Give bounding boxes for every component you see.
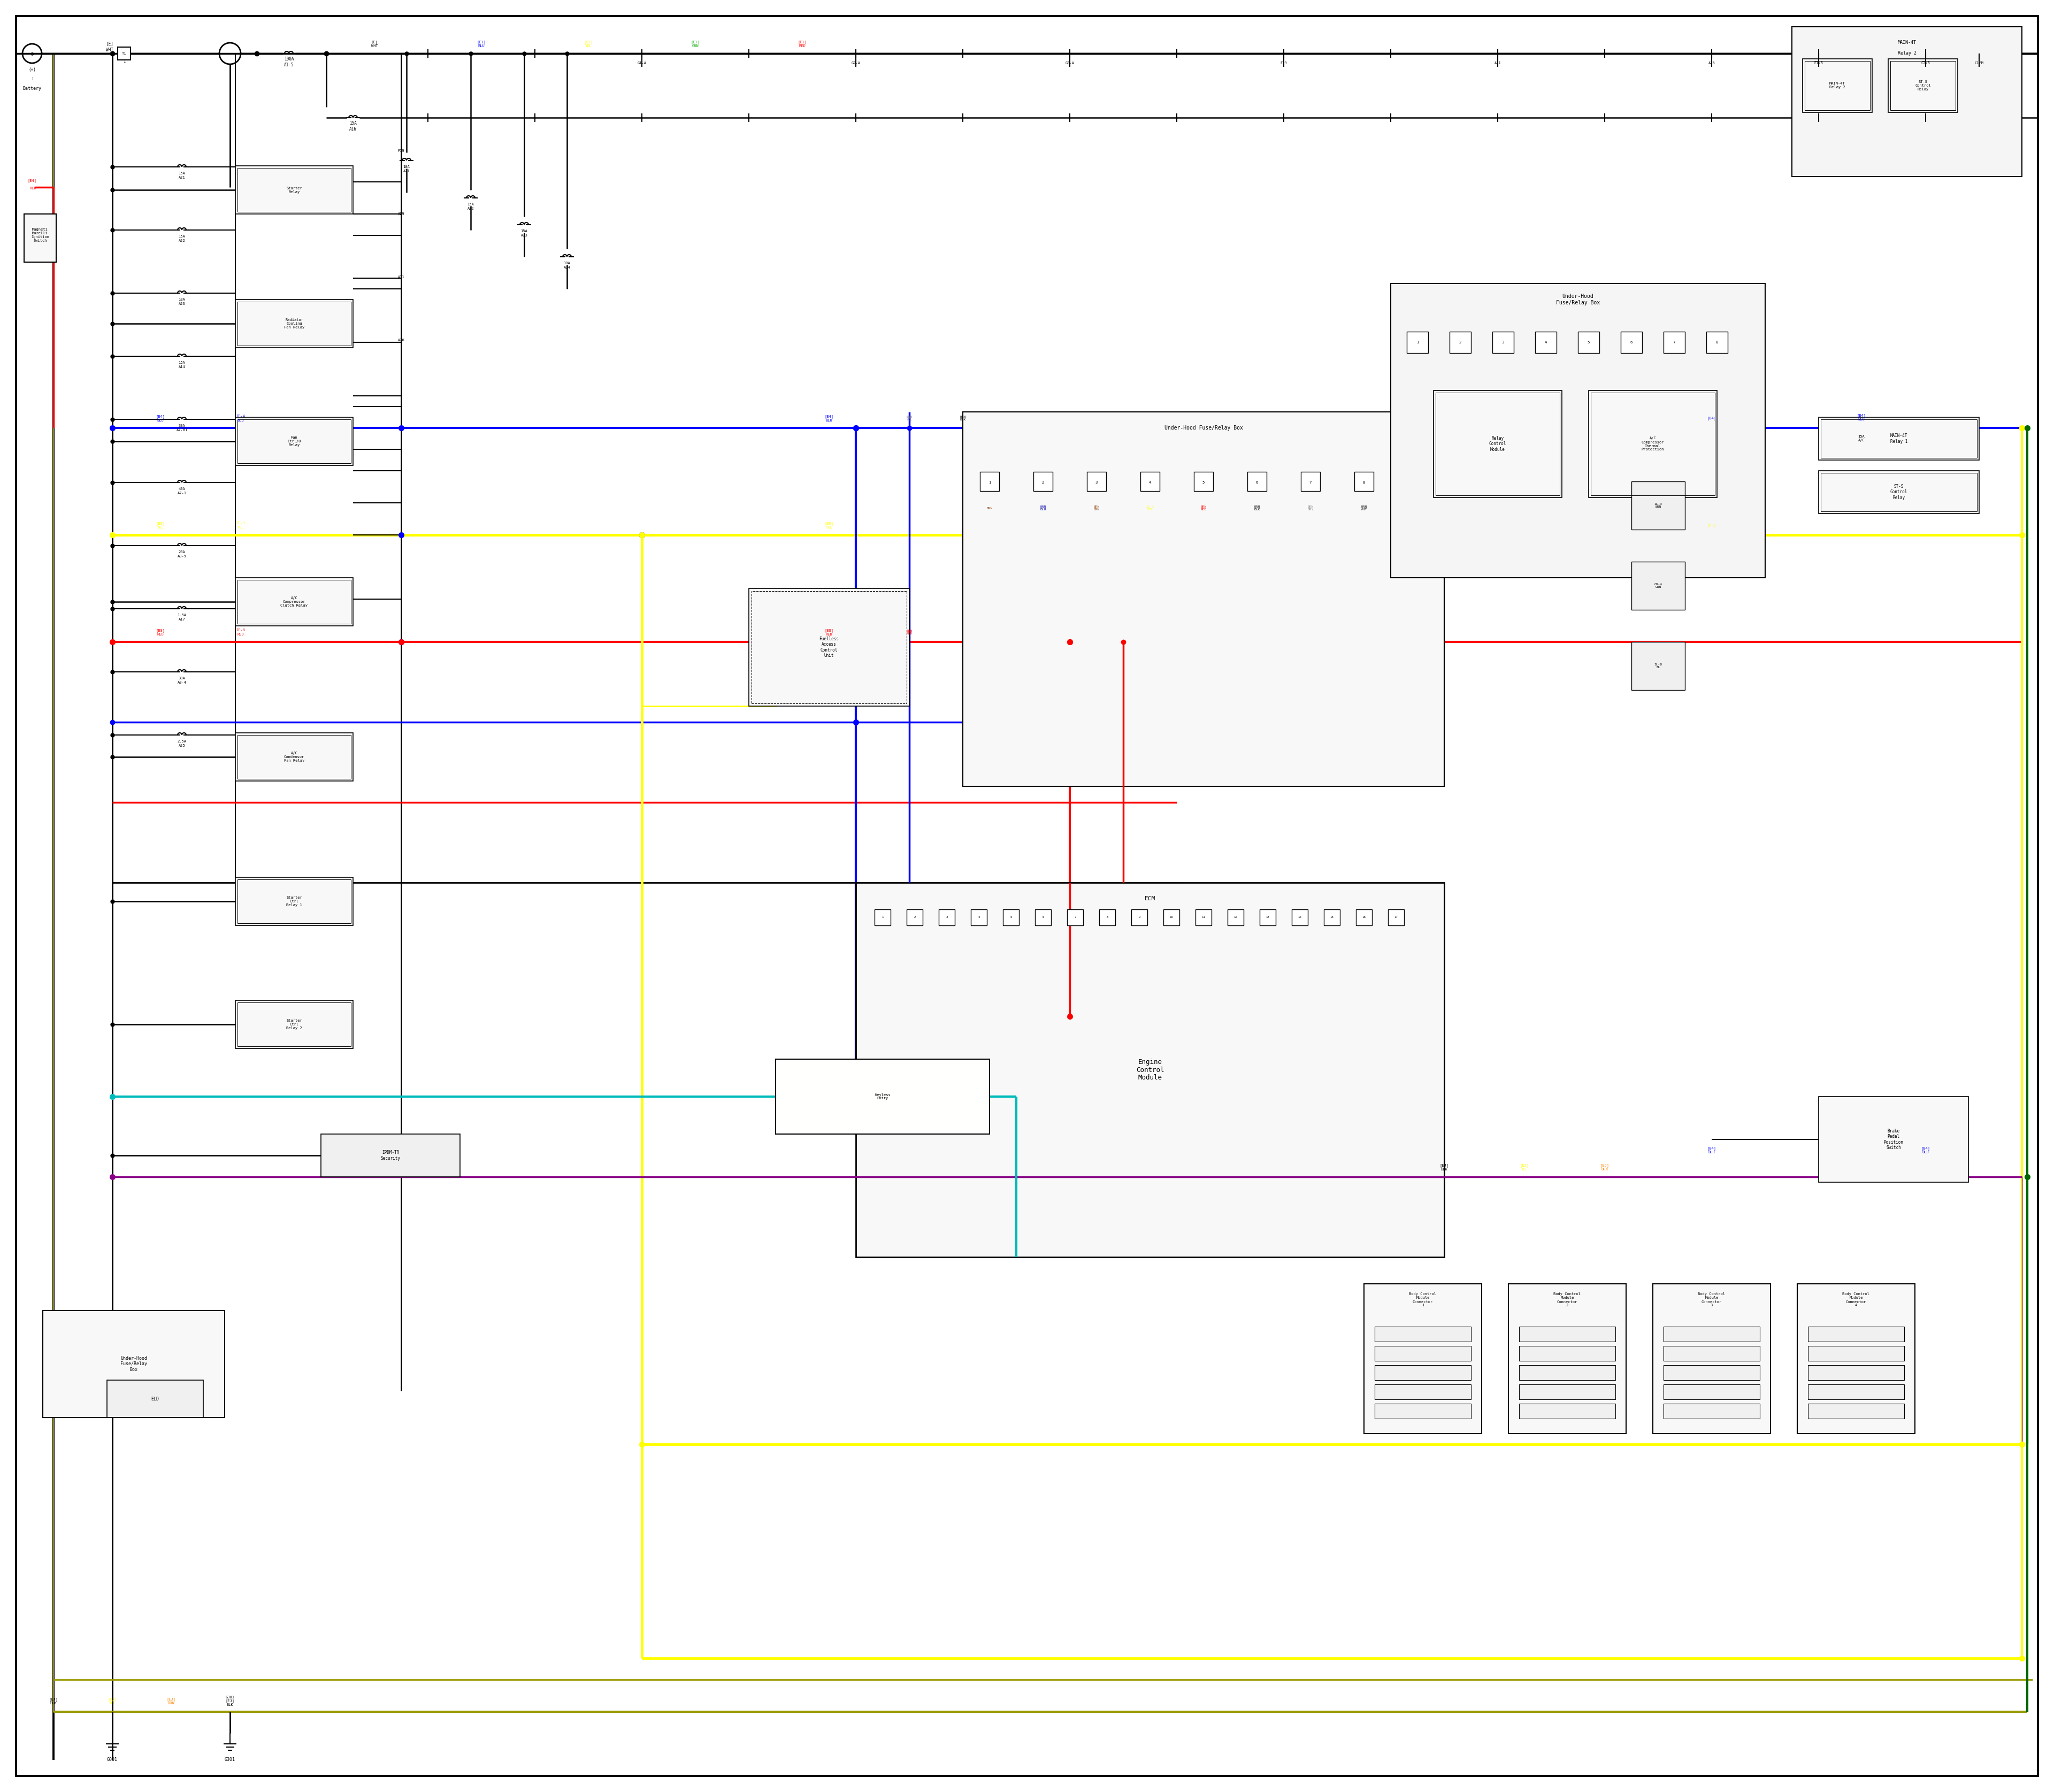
Bar: [1631, 482, 1684, 530]
Bar: [1520, 1326, 1614, 1342]
Bar: [1664, 1366, 1760, 1380]
Text: Battery: Battery: [23, 86, 41, 91]
Text: 13: 13: [1265, 916, 1269, 919]
Text: C0-4
GRN: C0-4 GRN: [1653, 582, 1662, 588]
Text: 30A
A7-B1: 30A A7-B1: [177, 425, 187, 432]
Text: 8: 8: [1362, 480, 1366, 484]
Bar: [1707, 332, 1727, 353]
Bar: [1099, 909, 1115, 925]
Text: [EJ]
BLK: [EJ] BLK: [49, 1697, 58, 1704]
Text: Fan
Ctrl/O
Relay: Fan Ctrl/O Relay: [288, 435, 302, 446]
Bar: [1068, 909, 1082, 925]
Bar: [1664, 1346, 1760, 1360]
Text: 15A
A/C: 15A A/C: [1859, 435, 1865, 443]
Bar: [1588, 391, 1717, 498]
Text: [EJ]
ORN: [EJ] ORN: [166, 1697, 177, 1704]
Text: 30A
A0-4: 30A A0-4: [177, 677, 187, 685]
Bar: [1818, 471, 1980, 514]
Text: 5: 5: [1588, 340, 1590, 344]
Text: 6: 6: [1631, 340, 1633, 344]
Bar: [1888, 59, 1957, 113]
Text: [EJ]
YEL: [EJ] YEL: [1520, 1163, 1528, 1170]
Bar: [1493, 332, 1514, 353]
Text: [B9]
YEL: [B9] YEL: [156, 521, 164, 529]
Text: BRN
YEL: BRN YEL: [906, 416, 912, 421]
Text: ST-S
Control
Relay: ST-S Control Relay: [1914, 81, 1931, 91]
Bar: [1391, 283, 1764, 577]
Text: 3: 3: [1501, 340, 1504, 344]
Bar: [25, 213, 55, 262]
Bar: [1820, 419, 1976, 459]
Text: Keyless
Entry: Keyless Entry: [875, 1093, 891, 1100]
Text: [B4]
BLU: [B4] BLU: [1707, 1147, 1717, 1154]
Text: G3-A: G3-A: [1066, 61, 1074, 65]
Text: [E]: [E]: [107, 41, 113, 47]
Text: 15A
A22: 15A A22: [468, 202, 474, 210]
Text: 100A
A1-5: 100A A1-5: [283, 57, 294, 68]
Text: 15A
A23: 15A A23: [522, 229, 528, 237]
Text: [B4]
BLU: [B4] BLU: [156, 414, 164, 421]
Bar: [1797, 1283, 1914, 1434]
Bar: [238, 419, 351, 464]
Text: [B4]
BLU: [B4] BLU: [1857, 414, 1865, 421]
Bar: [1374, 1326, 1471, 1342]
Text: Radiator
Cooling
Fan Relay: Radiator Cooling Fan Relay: [283, 319, 304, 330]
Text: G1-A: G1-A: [637, 61, 647, 65]
Bar: [236, 299, 353, 348]
Text: 10A
A23: 10A A23: [179, 297, 185, 305]
Text: 40A
A7-1: 40A A7-1: [177, 487, 187, 495]
Text: Body Control
Module
Connector
3: Body Control Module Connector 3: [1699, 1292, 1725, 1306]
Text: Body Control
Module
Connector
1: Body Control Module Connector 1: [1409, 1292, 1436, 1306]
Bar: [1374, 1366, 1471, 1380]
Bar: [1520, 1385, 1614, 1400]
Text: Fuelless
Access
Control
Unit: Fuelless Access Control Unit: [820, 636, 838, 658]
Text: G2-A: G2-A: [850, 61, 861, 65]
Text: BRN: BRN: [986, 507, 992, 509]
Text: A26: A26: [1709, 61, 1715, 65]
Text: [B4]: [B4]: [1707, 416, 1717, 419]
Bar: [1631, 642, 1684, 690]
Bar: [1259, 909, 1276, 925]
Text: 6: 6: [1255, 480, 1259, 484]
Text: G301
[EJ]
BLK: G301 [EJ] BLK: [226, 1695, 234, 1706]
Bar: [1808, 1326, 1904, 1342]
Bar: [238, 168, 351, 211]
Bar: [857, 883, 1444, 1256]
Text: (+): (+): [29, 66, 35, 72]
Bar: [1520, 1403, 1614, 1419]
Text: [B9]
YEL: [B9] YEL: [824, 521, 834, 529]
Bar: [107, 1380, 203, 1417]
Bar: [1247, 471, 1267, 491]
Bar: [238, 581, 351, 624]
Bar: [1508, 1283, 1627, 1434]
Bar: [1653, 1283, 1771, 1434]
Bar: [1803, 59, 1871, 113]
Text: 10A
A24: 10A A24: [563, 262, 571, 269]
Text: MAIN-4T: MAIN-4T: [1898, 41, 1916, 45]
Text: 1: 1: [988, 480, 990, 484]
Bar: [1808, 1366, 1904, 1380]
Text: A/C
Compressor
Thermal
Protection: A/C Compressor Thermal Protection: [1641, 437, 1664, 452]
Text: 15: 15: [1331, 916, 1333, 919]
Text: 15A
A22: 15A A22: [179, 235, 185, 242]
Bar: [875, 909, 891, 925]
Text: IE-9
YEL: IE-9 YEL: [236, 521, 244, 529]
Text: 12: 12: [1234, 916, 1237, 919]
Text: 2: 2: [1458, 340, 1462, 344]
Text: [E1]
GRN: [E1] GRN: [690, 39, 700, 48]
Text: G001: G001: [107, 1758, 117, 1762]
Text: Under-Hood Fuse/Relay Box: Under-Hood Fuse/Relay Box: [1165, 425, 1243, 430]
Text: [E1]
YEL: [E1] YEL: [583, 39, 594, 48]
Text: Under-Hood
Fuse/Relay
Box: Under-Hood Fuse/Relay Box: [121, 1357, 148, 1373]
Text: A/C
Compressor
Clutch Relay: A/C Compressor Clutch Relay: [281, 597, 308, 607]
Text: BRN
GRY: BRN GRY: [1308, 505, 1313, 511]
Bar: [236, 577, 353, 625]
Text: [EJ]
ORN: [EJ] ORN: [1600, 1163, 1608, 1170]
Bar: [963, 412, 1444, 787]
Text: [B9]: [B9]: [1707, 523, 1717, 527]
Text: 1: 1: [31, 77, 33, 81]
Bar: [1890, 61, 1955, 109]
Bar: [1374, 1346, 1471, 1360]
Text: [B8]
RED: [B8] RED: [156, 629, 164, 636]
Bar: [1621, 332, 1641, 353]
